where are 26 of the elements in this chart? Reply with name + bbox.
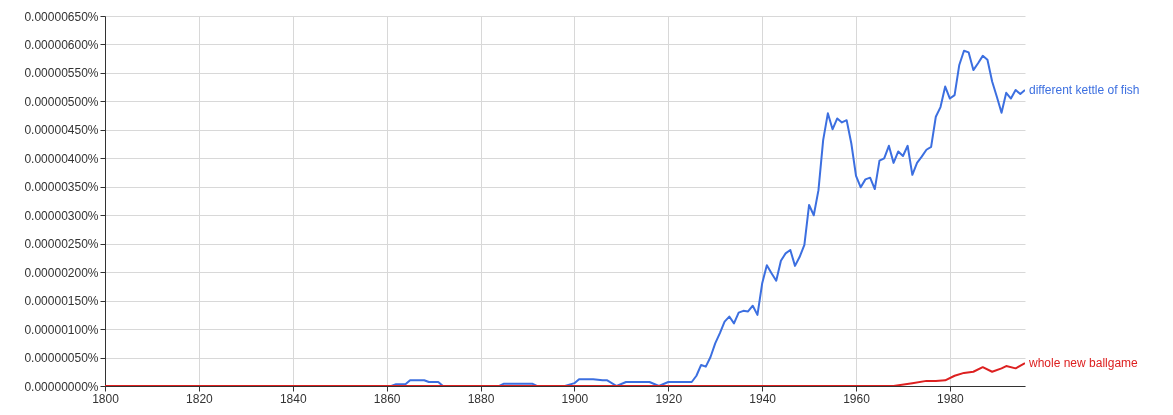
y-tick-label: 0.00000500% (24, 94, 99, 109)
y-tick-label: 0.00000100% (24, 322, 99, 337)
x-tick-label: 1940 (749, 391, 777, 406)
series-label: whole new ballgame (1028, 356, 1139, 371)
y-tick-label: 0.00000050% (24, 351, 99, 366)
x-tick-label: 1840 (279, 391, 307, 406)
y-tick-label: 0.00000150% (24, 294, 99, 309)
y-tick-label: 0.00000550% (24, 66, 99, 81)
x-tick-label: 1860 (373, 391, 401, 406)
x-tick-label: 1820 (186, 391, 214, 406)
x-tick-label: 1800 (92, 391, 120, 406)
x-tick-label: 1880 (467, 391, 495, 406)
y-tick-label: 0.00000300% (24, 208, 99, 223)
x-tick-label: 1960 (843, 391, 871, 406)
y-tick-label: 0.00000650% (24, 9, 99, 24)
y-tick-label: 0.00000250% (24, 237, 99, 252)
y-tick-label: 0.00000350% (24, 180, 99, 195)
y-tick-label: 0.00000200% (24, 265, 99, 280)
series-label: different kettle of fish (1029, 83, 1140, 97)
y-tick-label: 0.00000400% (24, 151, 99, 166)
x-tick-label: 1900 (561, 391, 589, 406)
x-tick-label: 1920 (655, 391, 683, 406)
y-tick-label: 0.00000600% (24, 37, 99, 52)
x-tick-label: 1980 (937, 391, 965, 406)
y-tick-label: 0.00000000% (24, 379, 99, 394)
y-tick-label: 0.00000450% (24, 123, 99, 138)
